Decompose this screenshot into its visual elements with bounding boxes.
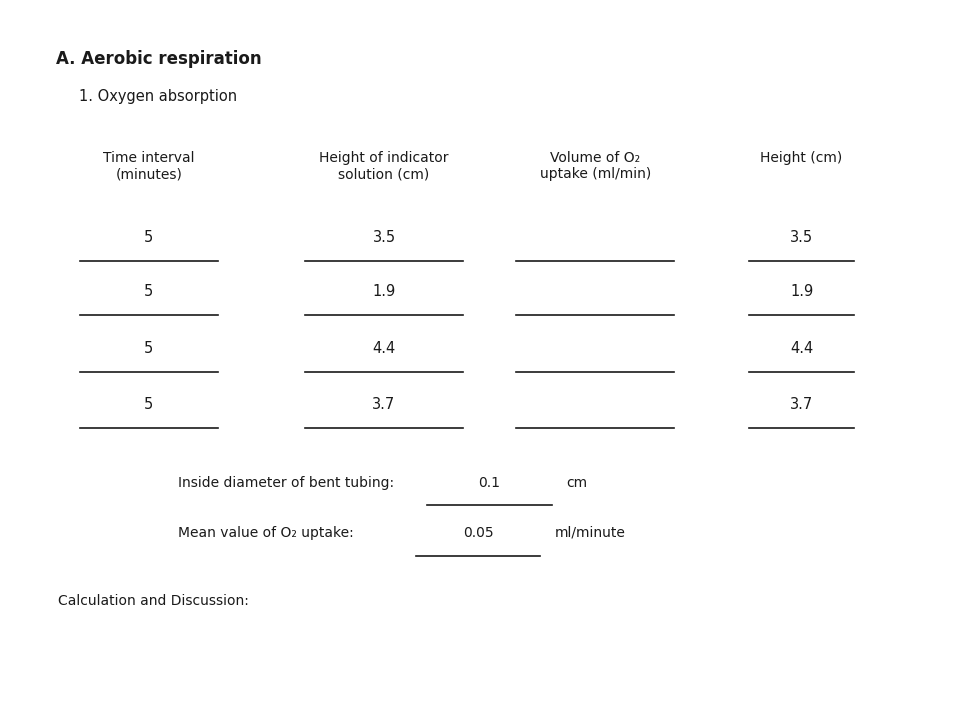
Text: 5: 5	[144, 230, 154, 245]
Text: cm: cm	[566, 476, 588, 490]
Text: Height of indicator
solution (cm): Height of indicator solution (cm)	[320, 151, 448, 181]
Text: 4.4: 4.4	[790, 341, 813, 356]
Text: 5: 5	[144, 284, 154, 299]
Text: ml/minute: ml/minute	[555, 526, 626, 540]
Text: 0.05: 0.05	[463, 526, 493, 540]
Text: Time interval
(minutes): Time interval (minutes)	[103, 151, 195, 181]
Text: 1.9: 1.9	[372, 284, 396, 299]
Text: 5: 5	[144, 397, 154, 412]
Text: 1. Oxygen absorption: 1. Oxygen absorption	[79, 89, 237, 104]
Text: 5: 5	[144, 341, 154, 356]
Text: 3.7: 3.7	[790, 397, 813, 412]
Text: Calculation and Discussion:: Calculation and Discussion:	[58, 595, 249, 608]
Text: 3.7: 3.7	[372, 397, 396, 412]
Text: 4.4: 4.4	[372, 341, 396, 356]
Text: Mean value of O₂ uptake:: Mean value of O₂ uptake:	[178, 526, 353, 540]
Text: 1.9: 1.9	[790, 284, 813, 299]
Text: 3.5: 3.5	[372, 230, 396, 245]
Text: A. Aerobic respiration: A. Aerobic respiration	[56, 50, 261, 68]
Text: Height (cm): Height (cm)	[760, 151, 843, 165]
Text: Inside diameter of bent tubing:: Inside diameter of bent tubing:	[178, 476, 394, 490]
Text: 3.5: 3.5	[790, 230, 813, 245]
Text: 0.1: 0.1	[479, 476, 500, 490]
Text: Volume of O₂
uptake (ml/min): Volume of O₂ uptake (ml/min)	[540, 151, 651, 181]
